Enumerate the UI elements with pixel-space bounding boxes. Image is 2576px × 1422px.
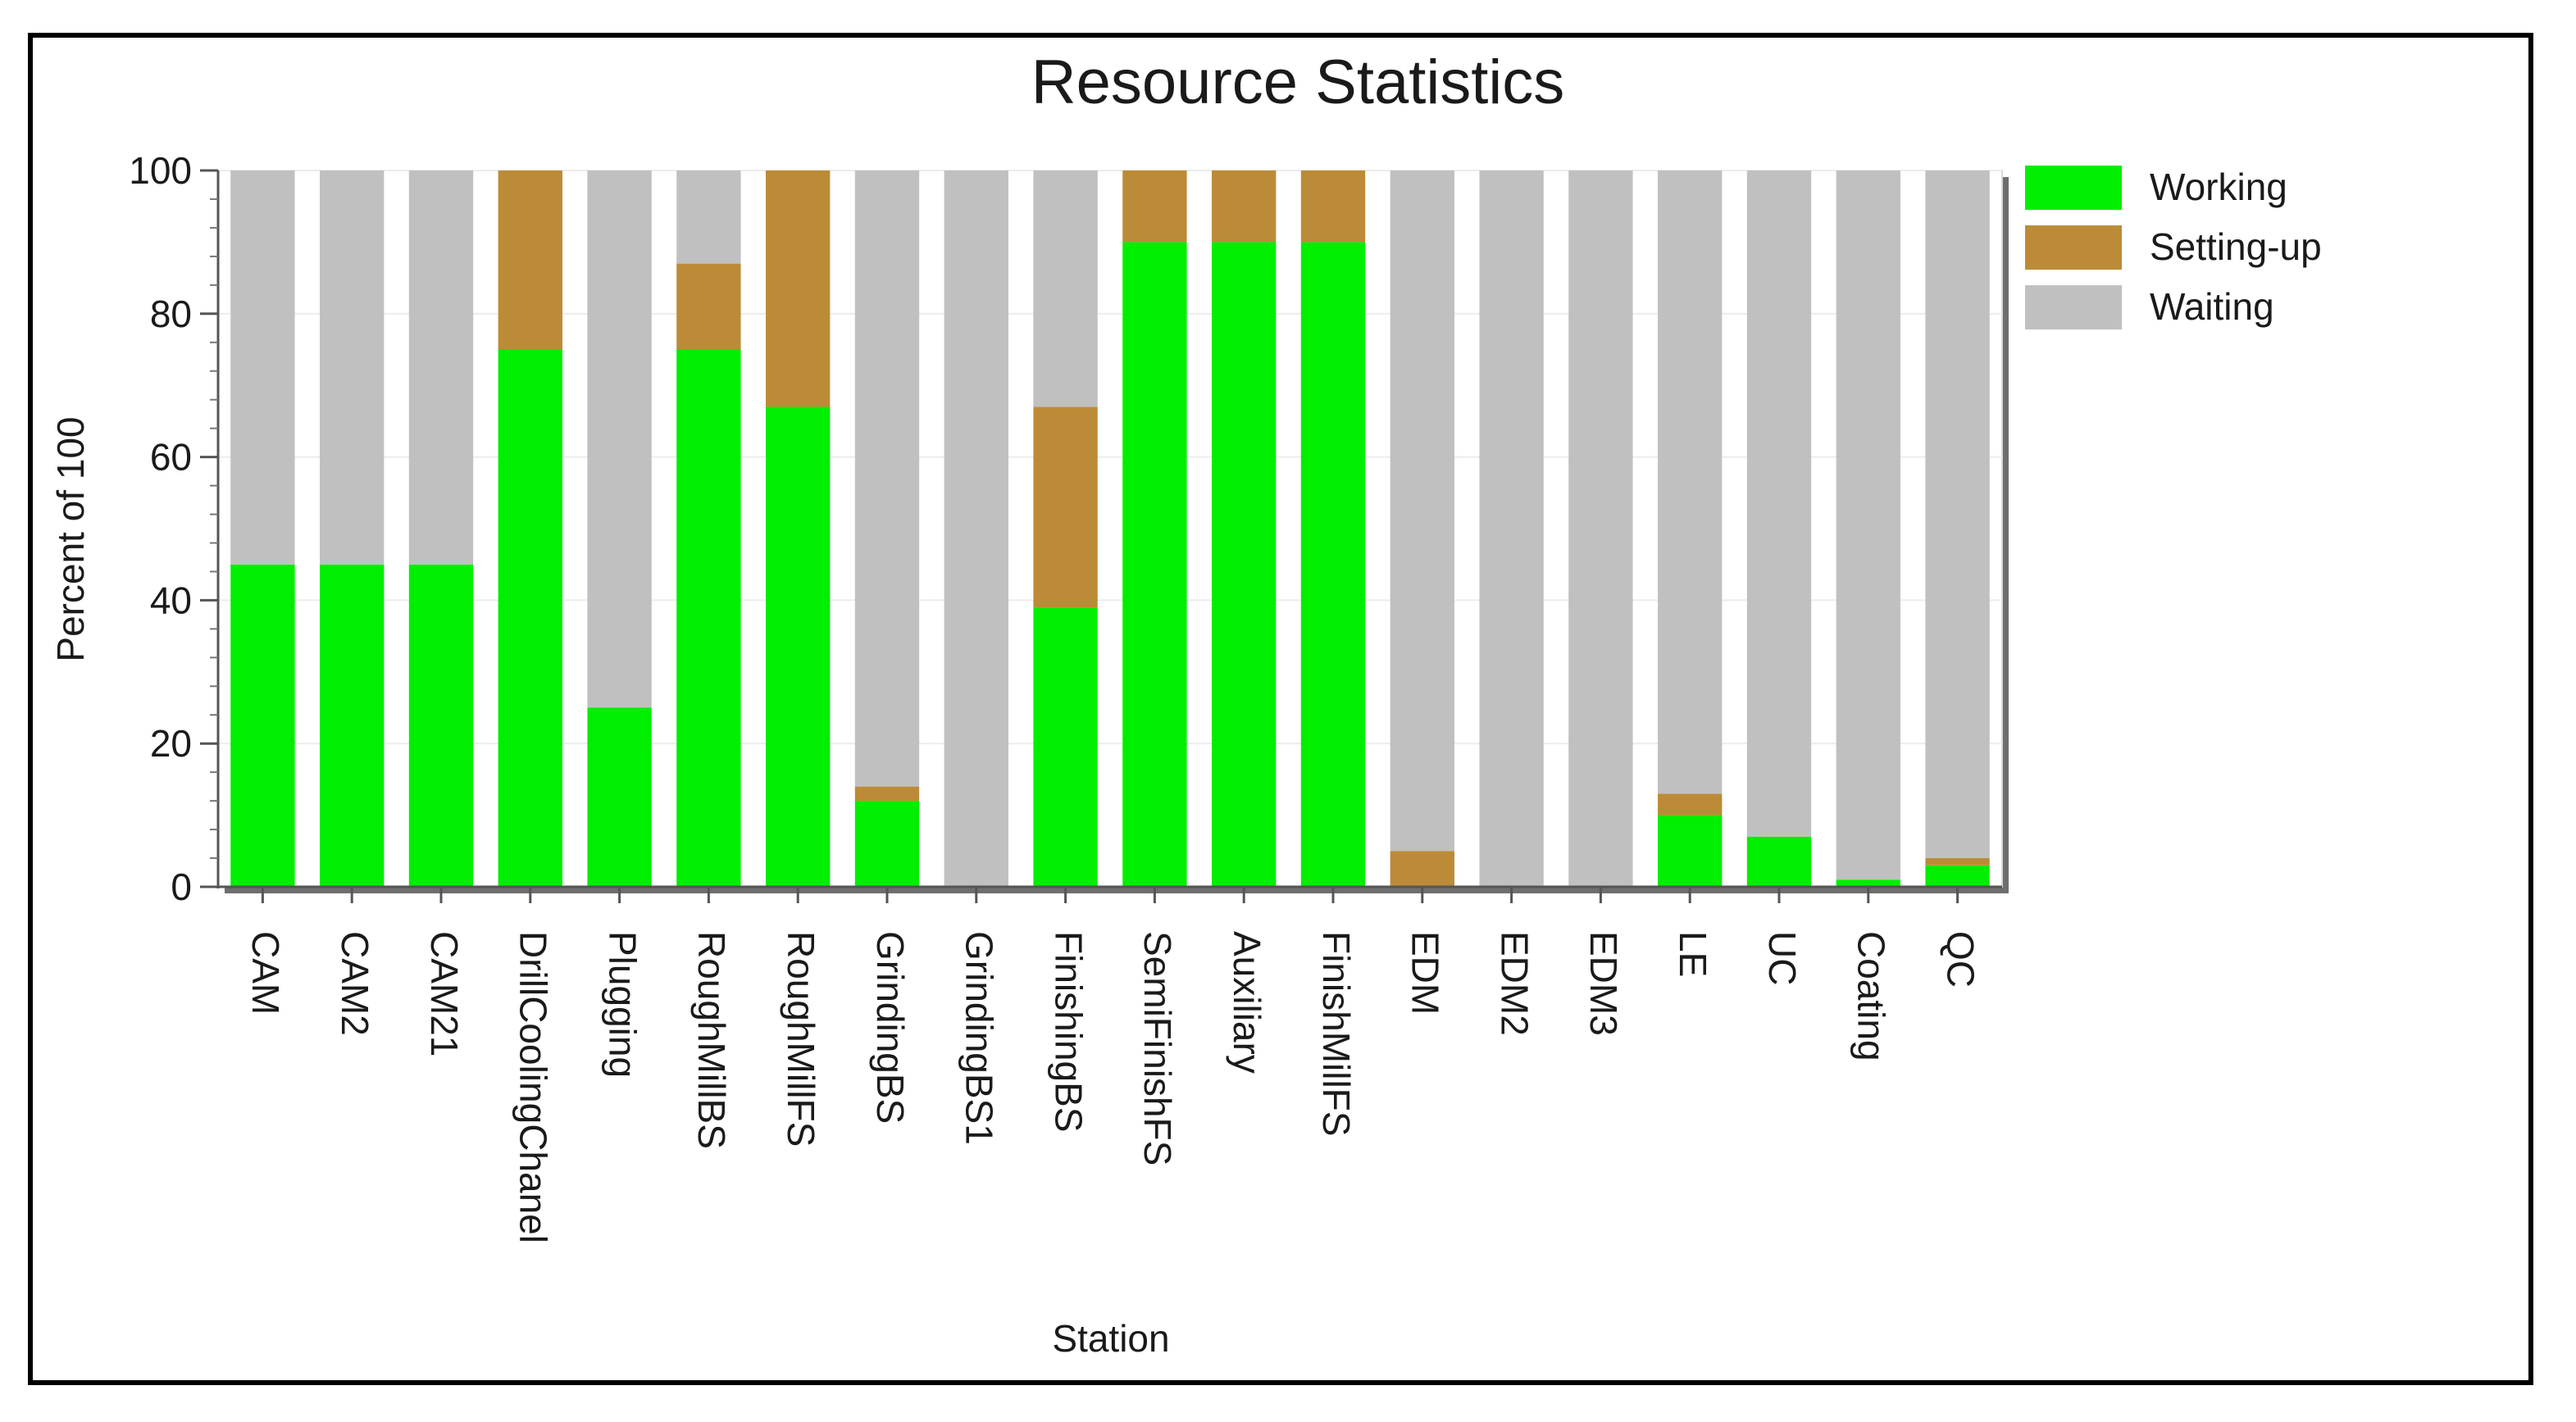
bar-DrillCoolingChanel-setting-up <box>498 170 562 350</box>
x-tick-label-SemiFinishFS: SemiFinishFS <box>1136 931 1179 1165</box>
x-axis-label: Station <box>1052 1317 1169 1360</box>
y-tick-label-40: 40 <box>150 579 192 621</box>
bar-Auxiliary-working <box>1212 242 1277 887</box>
x-tick-label-CAM: CAM <box>244 931 287 1015</box>
bars <box>230 170 1990 887</box>
bar-FinishingBS-setting-up <box>1033 407 1098 608</box>
x-tick-label-CAM2: CAM2 <box>334 931 376 1036</box>
x-tick-label-GrindingBS: GrindingBS <box>869 931 912 1124</box>
bar-SemiFinishFS-working <box>1122 242 1187 887</box>
bar-EDM3-waiting <box>1568 170 1633 887</box>
x-tick-label-QC: QC <box>1939 931 1982 988</box>
bar-QC-setting-up <box>1925 858 1990 865</box>
chart: Resource Statistics 0 20 40 60 80 100 CAM CAM2… <box>49 48 2322 1360</box>
x-tick-label-Coating: Coating <box>1850 931 1893 1061</box>
chart-frame: Resource Statistics 0 20 40 60 80 100 CAM CAM2… <box>28 33 2533 1385</box>
legend: Working Setting-up Waiting <box>2025 166 2322 329</box>
x-tick-label-FinishingBS: FinishingBS <box>1047 931 1090 1132</box>
bar-EDM-waiting <box>1390 170 1454 852</box>
x-tick-label-GrindingBS1: GrindingBS1 <box>958 931 1001 1145</box>
y-tick-label-80: 80 <box>150 293 192 335</box>
bar-GrindingBS-waiting <box>854 170 920 787</box>
bar-QC-working <box>1925 865 1990 887</box>
bar-DrillCoolingChanel-working <box>498 349 562 887</box>
legend-label-setting-up: Setting-up <box>2150 225 2322 268</box>
bar-UC-waiting <box>1746 170 1812 837</box>
y-axis-label: Percent of 100 <box>49 416 92 661</box>
legend-swatch-waiting <box>2025 285 2122 329</box>
x-tick-label-LE: LE <box>1672 931 1714 977</box>
bar-CAM-waiting <box>230 170 295 565</box>
bar-LE-working <box>1658 815 1723 887</box>
bar-SemiFinishFS-setting-up <box>1122 170 1187 243</box>
x-tick-labels: CAM CAM2 CAM21 DrillCoolingChanel Plugging Ro… <box>244 931 1982 1243</box>
plot-area <box>217 170 2009 893</box>
plot-background <box>217 170 2003 888</box>
x-tick-label-RoughMillBS: RoughMillBS <box>690 931 733 1149</box>
x-tick-label-FinishMillFS: FinishMillFS <box>1315 931 1358 1136</box>
y-tick-label-20: 20 <box>150 722 192 765</box>
bar-RoughMillBS-setting-up <box>676 263 741 350</box>
bar-CAM2-waiting <box>320 170 385 565</box>
bar-EDM2-waiting <box>1479 170 1544 887</box>
bar-LE-waiting <box>1658 170 1723 794</box>
y-tick-labels: 0 20 40 60 80 100 <box>129 149 192 908</box>
bar-RoughMillFS-setting-up <box>766 170 831 407</box>
x-tick-label-EDM: EDM <box>1404 931 1447 1015</box>
axes <box>200 169 2002 903</box>
bar-FinishingBS-waiting <box>1033 170 1098 407</box>
legend-swatch-setting-up <box>2025 225 2122 270</box>
y-tick-label-100: 100 <box>129 149 192 192</box>
bar-FinishMillFS-working <box>1300 242 1366 887</box>
bar-RoughMillBS-working <box>676 349 741 887</box>
bar-CAM21-working <box>408 564 474 887</box>
bar-CAM2-working <box>320 564 385 887</box>
bar-GrindingBS-working <box>854 801 920 887</box>
x-tick-label-EDM2: EDM2 <box>1493 931 1536 1036</box>
bar-GrindingBS1-waiting <box>944 170 1008 887</box>
bar-FinishMillFS-setting-up <box>1300 170 1366 243</box>
bar-RoughMillBS-waiting <box>676 170 741 264</box>
legend-label-waiting: Waiting <box>2150 285 2274 328</box>
bar-Plugging-working <box>587 707 652 887</box>
bar-UC-working <box>1746 836 1812 887</box>
bar-QC-waiting <box>1925 170 1990 859</box>
bar-Coating-waiting <box>1836 170 1900 880</box>
legend-label-working: Working <box>2150 166 2287 208</box>
bar-Coating-working <box>1836 879 1900 887</box>
y-tick-label-60: 60 <box>150 436 192 479</box>
x-tick-label-UC: UC <box>1761 931 1804 985</box>
bar-Auxiliary-setting-up <box>1212 170 1277 243</box>
y-tick-label-0: 0 <box>171 865 192 908</box>
bar-FinishingBS-working <box>1033 607 1098 887</box>
x-tick-label-Auxiliary: Auxiliary <box>1226 931 1268 1074</box>
bar-EDM-setting-up <box>1390 851 1454 887</box>
x-tick-label-EDM3: EDM3 <box>1582 931 1625 1036</box>
legend-swatch-working <box>2025 166 2122 210</box>
bar-CAM21-waiting <box>408 170 474 565</box>
bar-GrindingBS-setting-up <box>854 786 920 802</box>
bar-RoughMillFS-working <box>766 407 831 887</box>
bar-Plugging-waiting <box>587 170 652 708</box>
bar-CAM-working <box>230 564 295 887</box>
bar-LE-setting-up <box>1658 793 1723 815</box>
chart-title: Resource Statistics <box>1031 48 1564 117</box>
x-tick-label-DrillCoolingChanel: DrillCoolingChanel <box>512 931 555 1243</box>
x-tick-label-Plugging: Plugging <box>601 931 644 1078</box>
x-tick-label-CAM21: CAM21 <box>423 931 466 1056</box>
x-tick-label-RoughMillFS: RoughMillFS <box>780 931 822 1147</box>
